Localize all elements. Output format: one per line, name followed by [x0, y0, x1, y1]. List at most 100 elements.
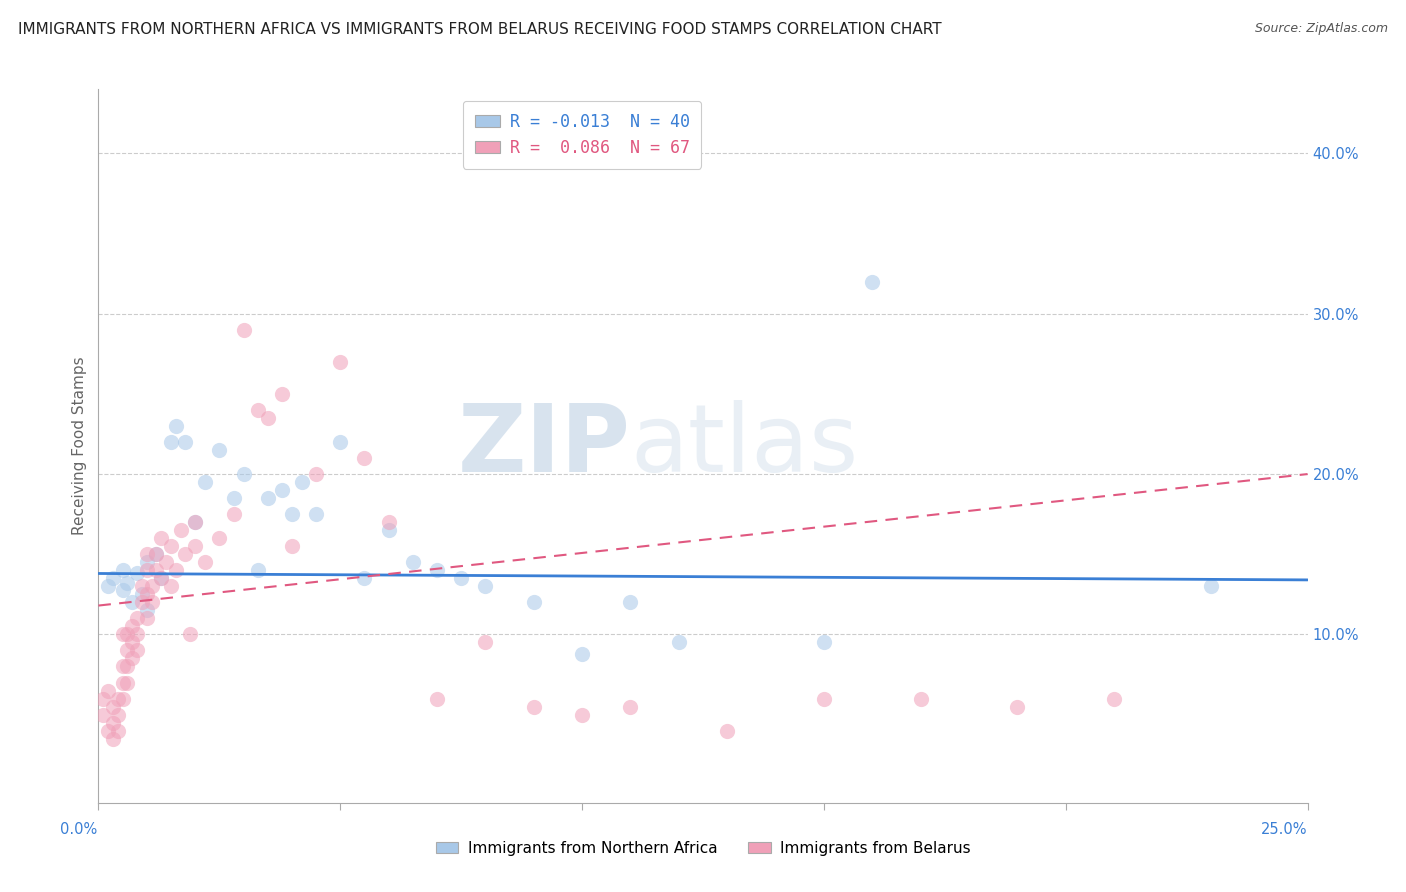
- Point: [165, 563, 187, 577]
- Point: [150, 571, 173, 585]
- Point: [97, 723, 120, 738]
- Point: [127, 627, 149, 641]
- Point: [179, 627, 201, 641]
- Point: [174, 435, 197, 450]
- Point: [222, 491, 245, 505]
- Point: [141, 595, 163, 609]
- Point: [160, 579, 183, 593]
- Point: [135, 563, 157, 577]
- Point: [353, 450, 375, 465]
- Point: [117, 659, 139, 673]
- Point: [281, 539, 304, 553]
- Point: [121, 595, 143, 609]
- Point: [135, 603, 157, 617]
- Point: [101, 699, 124, 714]
- Point: [426, 691, 449, 706]
- Point: [222, 507, 245, 521]
- Point: [97, 683, 120, 698]
- Point: [910, 691, 932, 706]
- Point: [716, 723, 738, 738]
- Point: [145, 547, 167, 561]
- Point: [131, 595, 153, 609]
- Point: [101, 571, 124, 585]
- Point: [571, 647, 593, 661]
- Point: [117, 675, 139, 690]
- Point: [256, 411, 278, 425]
- Text: IMMIGRANTS FROM NORTHERN AFRICA VS IMMIGRANTS FROM BELARUS RECEIVING FOOD STAMPS: IMMIGRANTS FROM NORTHERN AFRICA VS IMMIG…: [18, 22, 942, 37]
- Point: [174, 547, 197, 561]
- Point: [127, 643, 149, 657]
- Point: [97, 579, 120, 593]
- Point: [150, 531, 173, 545]
- Point: [107, 707, 129, 722]
- Text: ZIP: ZIP: [457, 400, 630, 492]
- Point: [281, 507, 304, 521]
- Point: [232, 467, 254, 481]
- Point: [160, 539, 183, 553]
- Point: [135, 611, 157, 625]
- Point: [860, 275, 883, 289]
- Point: [619, 595, 641, 609]
- Point: [194, 555, 217, 569]
- Point: [117, 576, 139, 591]
- Point: [101, 715, 124, 730]
- Point: [474, 635, 496, 649]
- Point: [523, 595, 546, 609]
- Point: [474, 579, 496, 593]
- Point: [150, 571, 173, 585]
- Point: [305, 507, 328, 521]
- Point: [271, 483, 294, 497]
- Point: [135, 555, 157, 569]
- Point: [131, 579, 153, 593]
- Point: [813, 691, 835, 706]
- Point: [194, 475, 217, 489]
- Point: [145, 563, 167, 577]
- Point: [91, 707, 114, 722]
- Point: [450, 571, 472, 585]
- Text: atlas: atlas: [630, 400, 859, 492]
- Point: [121, 651, 143, 665]
- Point: [329, 355, 352, 369]
- Point: [117, 643, 139, 657]
- Point: [121, 635, 143, 649]
- Point: [111, 563, 134, 577]
- Point: [135, 547, 157, 561]
- Point: [121, 619, 143, 633]
- Point: [305, 467, 328, 481]
- Point: [127, 611, 149, 625]
- Point: [135, 587, 157, 601]
- Point: [117, 627, 139, 641]
- Point: [111, 582, 134, 597]
- Point: [184, 515, 207, 529]
- Point: [1007, 699, 1029, 714]
- Point: [127, 566, 149, 581]
- Point: [107, 691, 129, 706]
- Point: [329, 435, 352, 450]
- Point: [91, 691, 114, 706]
- Point: [208, 442, 231, 457]
- Y-axis label: Receiving Food Stamps: Receiving Food Stamps: [72, 357, 87, 535]
- Point: [353, 571, 375, 585]
- Text: Source: ZipAtlas.com: Source: ZipAtlas.com: [1254, 22, 1388, 36]
- Point: [165, 419, 187, 434]
- Point: [131, 587, 153, 601]
- Point: [111, 659, 134, 673]
- Point: [247, 403, 270, 417]
- Point: [184, 515, 207, 529]
- Point: [111, 691, 134, 706]
- Point: [145, 547, 167, 561]
- Point: [668, 635, 690, 649]
- Point: [232, 323, 254, 337]
- Point: [101, 731, 124, 746]
- Point: [402, 555, 425, 569]
- Point: [426, 563, 449, 577]
- Point: [141, 579, 163, 593]
- Point: [571, 707, 593, 722]
- Text: 25.0%: 25.0%: [1261, 822, 1308, 837]
- Point: [256, 491, 278, 505]
- Point: [377, 523, 399, 537]
- Point: [169, 523, 191, 537]
- Point: [813, 635, 835, 649]
- Point: [160, 435, 183, 450]
- Point: [523, 699, 546, 714]
